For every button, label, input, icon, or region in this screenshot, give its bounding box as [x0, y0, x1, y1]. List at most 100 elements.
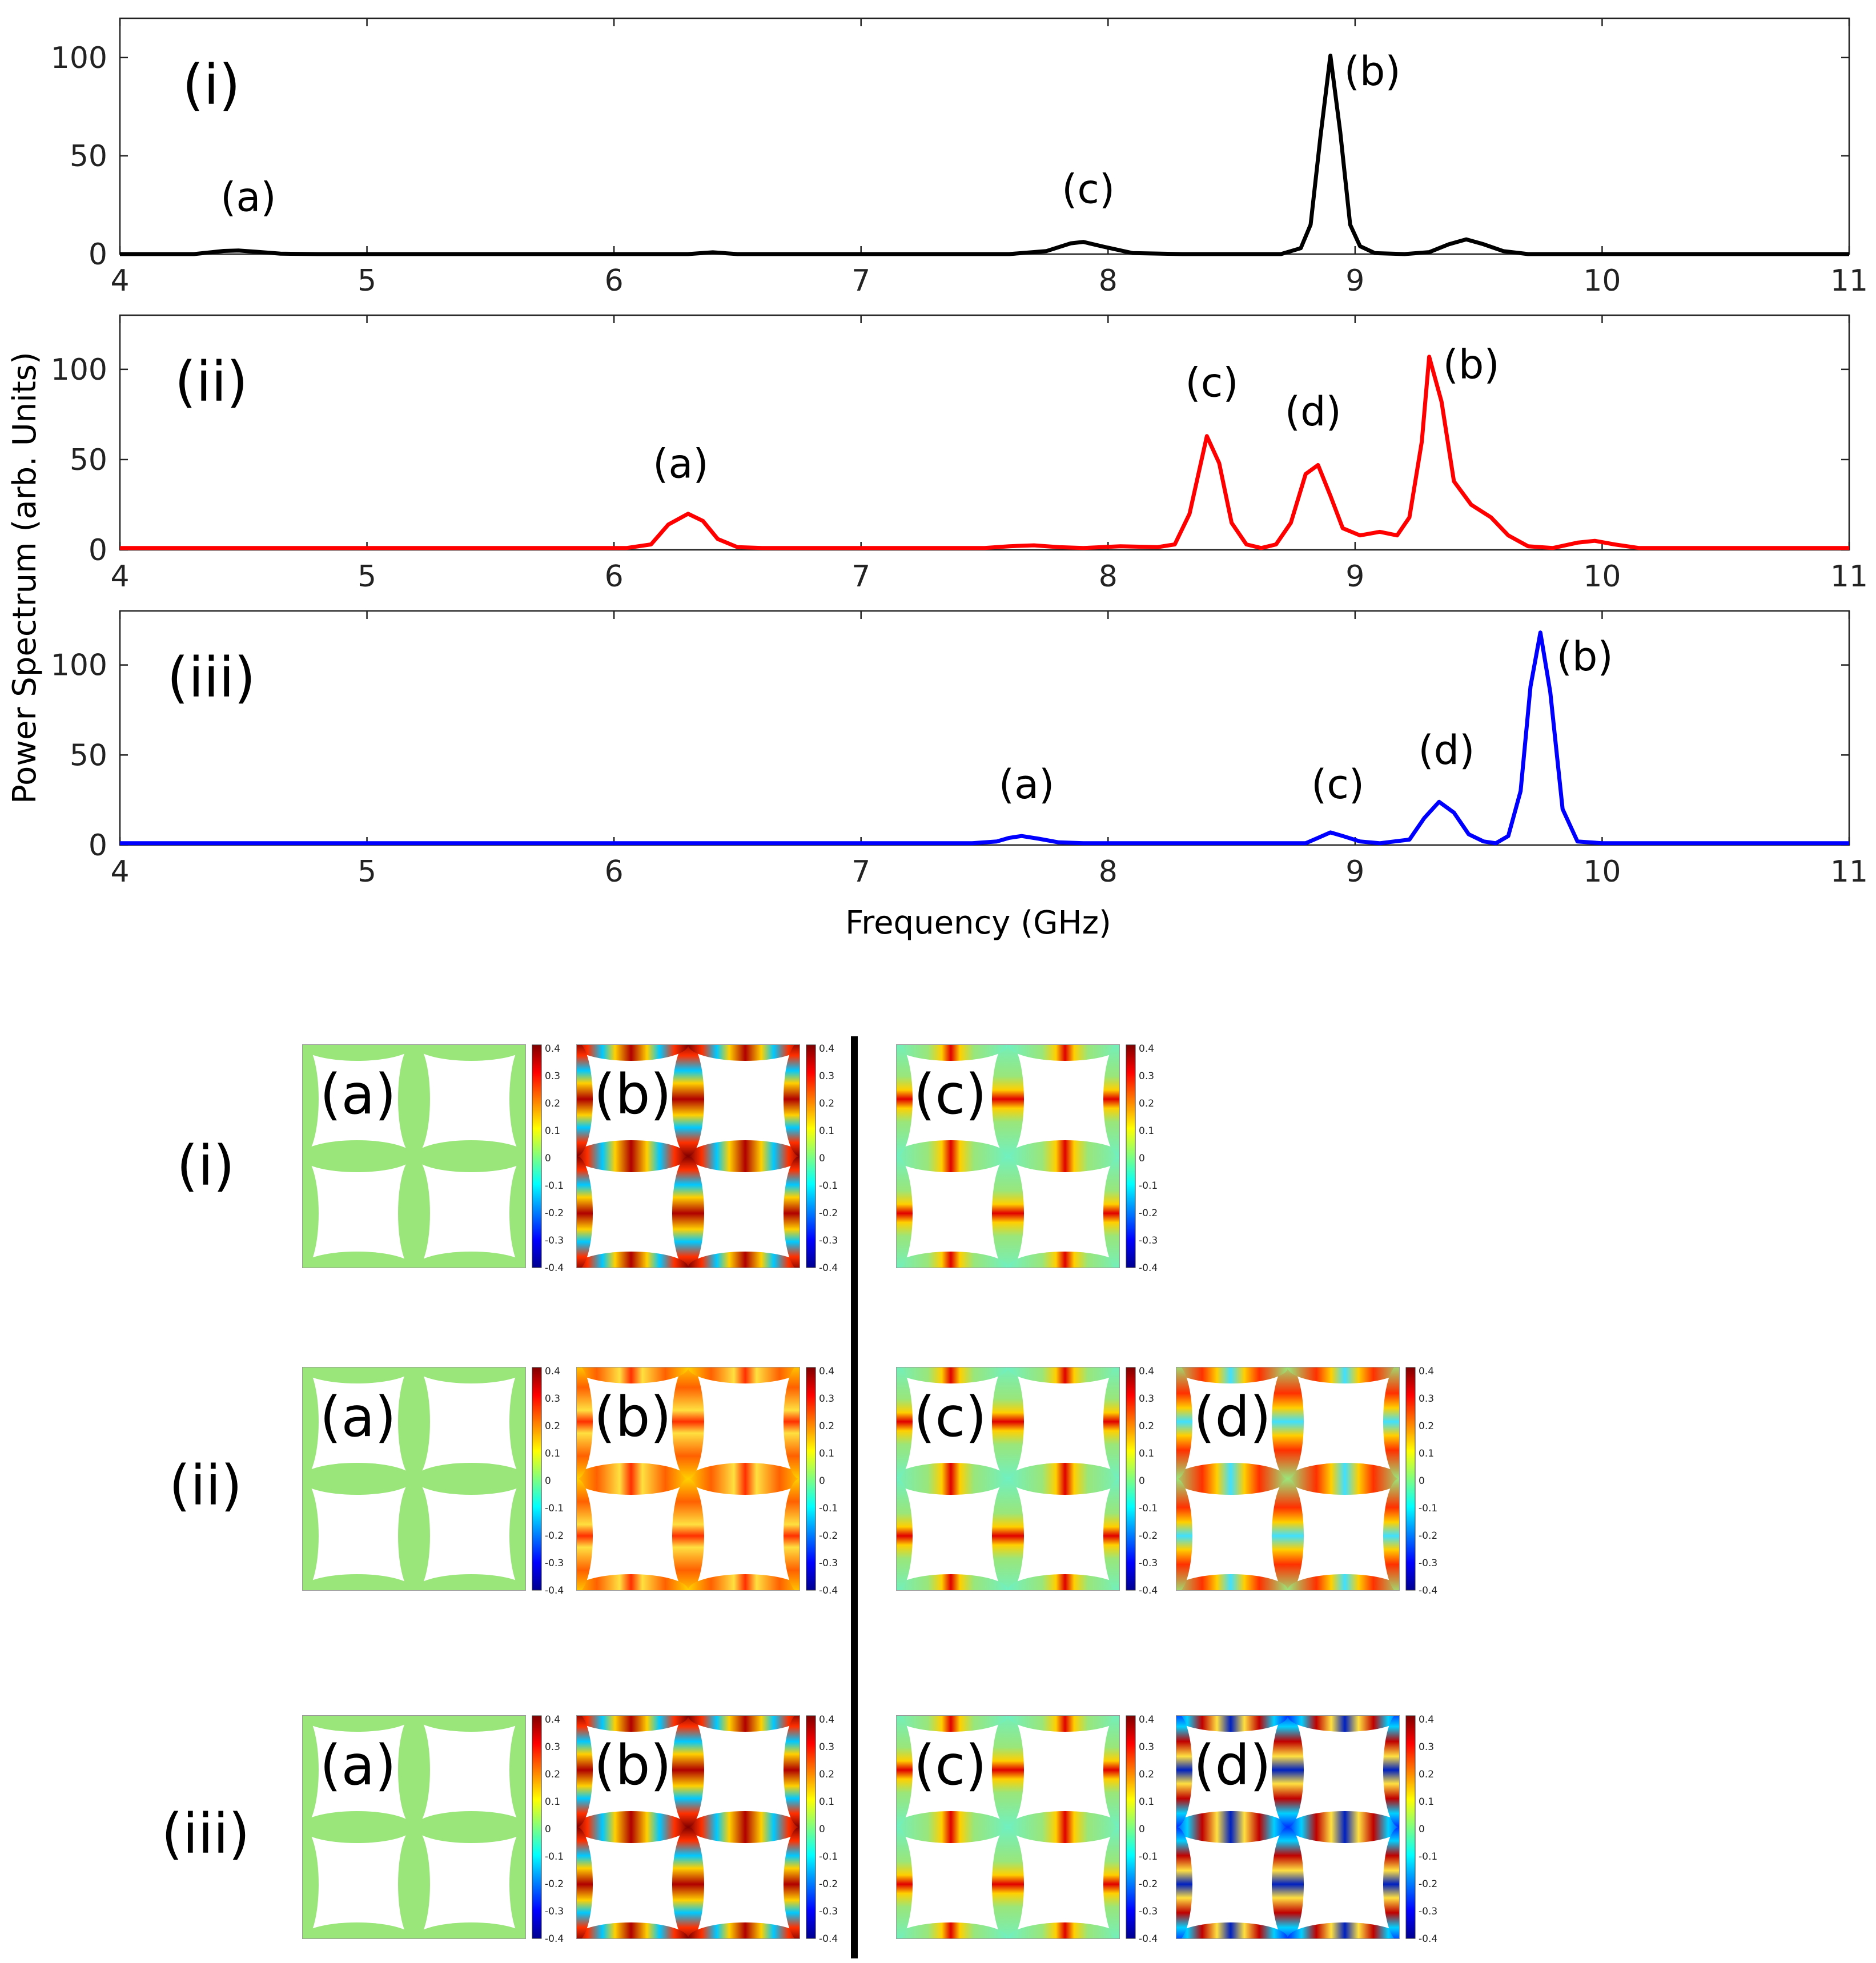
map-label: (b): [594, 1385, 672, 1449]
colorbar-tick-label: -0.1: [1419, 1503, 1437, 1514]
island-ellipse: [414, 1922, 525, 1938]
island-ellipse: [1176, 1827, 1192, 1938]
map-content: [303, 1367, 525, 1590]
colorbar-tick-label: 0.3: [1139, 1393, 1154, 1405]
peak-annotation: (b): [1344, 48, 1401, 95]
mode-map: 0.4 0.3 0.2 0.1 0 -0.1 -0.2 -0.3 -0.4 (b): [576, 1043, 838, 1274]
x-tick-label: 4: [110, 855, 129, 889]
y-tick-label: 0: [89, 533, 107, 568]
colorbar-tick-label: -0.3: [1139, 1235, 1158, 1246]
x-tick-label: 8: [1099, 560, 1118, 594]
x-tick-label: 11: [1830, 264, 1868, 298]
colorbar-tick-label: 0.1: [819, 1448, 834, 1459]
x-tick-label: 8: [1099, 855, 1118, 889]
island-ellipse: [688, 1463, 800, 1495]
island-ellipse: [509, 1045, 525, 1156]
colorbar-tick-label: 0.2: [1419, 1421, 1434, 1432]
colorbar-tick-label: 0.2: [819, 1769, 834, 1780]
colorbar-tick-label: -0.4: [545, 1585, 564, 1596]
island-ellipse: [1008, 1463, 1119, 1495]
island-ellipse: [577, 1827, 593, 1938]
colorbar-tick-label: -0.4: [1139, 1933, 1158, 1945]
island-ellipse: [1103, 1156, 1119, 1268]
colorbar-tick-label: -0.4: [1139, 1585, 1158, 1596]
colorbar-tick-label: 0.3: [1419, 1393, 1434, 1405]
island-ellipse: [303, 1811, 414, 1843]
panel-label: (i): [182, 53, 240, 117]
island-ellipse: [897, 1463, 1008, 1495]
island-ellipse: [1176, 1811, 1288, 1843]
x-tick-label: 6: [605, 560, 624, 594]
island-ellipse: [303, 1716, 414, 1732]
island-ellipse: [897, 1140, 1008, 1172]
colorbar-tick-label: 0: [819, 1153, 825, 1164]
colorbar: [532, 1044, 542, 1268]
island-ellipse: [1008, 1252, 1119, 1268]
colorbar-tick-label: 0.1: [545, 1125, 560, 1137]
island-ellipse: [1176, 1922, 1288, 1938]
peak-annotation: (b): [1557, 633, 1613, 680]
colorbar-tick-label: -0.2: [1419, 1878, 1437, 1890]
colorbar-tick-label: -0.2: [819, 1208, 838, 1219]
y-tick-label: 100: [51, 353, 107, 387]
island-ellipse: [509, 1479, 525, 1590]
colorbar-tick-label: 0.2: [545, 1769, 560, 1780]
mode-map: 0.4 0.3 0.2 0.1 0 -0.1 -0.2 -0.3 -0.4 (a): [302, 1043, 564, 1274]
island-ellipse: [672, 1479, 704, 1590]
island-ellipse: [577, 1716, 688, 1732]
island-ellipse: [414, 1463, 525, 1495]
map-label: (b): [594, 1063, 672, 1127]
island-ellipse: [1176, 1367, 1288, 1383]
map-content: [897, 1716, 1119, 1938]
island-ellipse: [509, 1367, 525, 1479]
island-ellipse: [509, 1827, 525, 1938]
colorbar: [1126, 1367, 1136, 1591]
y-tick-label: 100: [51, 41, 107, 75]
colorbar-tick-label: -0.3: [819, 1235, 838, 1246]
island-ellipse: [1103, 1716, 1119, 1827]
colorbar-tick-label: -0.3: [545, 1906, 564, 1917]
island-ellipse: [688, 1922, 800, 1938]
plot-frame: [119, 314, 1850, 551]
peak-annotation: (d): [1285, 388, 1341, 435]
island-ellipse: [1272, 1479, 1304, 1590]
y-tick-label: 0: [89, 828, 107, 863]
colorbar-tick-label: 0.2: [545, 1098, 560, 1109]
island-ellipse: [897, 1045, 1008, 1061]
mode-map: 0.4 0.3 0.2 0.1 0 -0.1 -0.2 -0.3 -0.4 (c): [896, 1714, 1158, 1945]
colorbar-tick-label: 0: [545, 1475, 551, 1487]
island-ellipse: [992, 1479, 1024, 1590]
island-ellipse: [1103, 1827, 1119, 1938]
island-ellipse: [1383, 1367, 1399, 1479]
colorbar-tick-label: 0.4: [1139, 1043, 1154, 1055]
island-ellipse: [303, 1367, 319, 1479]
colorbar-tick-label: 0: [1139, 1824, 1145, 1835]
colorbar-tick-label: 0.4: [1139, 1714, 1154, 1725]
island-ellipse: [1176, 1716, 1288, 1732]
island-ellipse: [303, 1716, 319, 1827]
colorbar-tick-label: 0.1: [1419, 1448, 1434, 1459]
island-ellipse: [897, 1479, 913, 1590]
mode-map: 0.4 0.3 0.2 0.1 0 -0.1 -0.2 -0.3 -0.4 (c): [896, 1366, 1158, 1596]
x-tick-label: 8: [1099, 264, 1118, 298]
colorbar-tick-label: -0.4: [819, 1933, 838, 1945]
x-tick-label: 6: [605, 264, 624, 298]
x-tick-label: 7: [851, 855, 870, 889]
map-label: (a): [320, 1385, 396, 1449]
island-ellipse: [398, 1827, 430, 1938]
colorbar-tick-label: 0.3: [545, 1741, 560, 1753]
island-ellipse: [1288, 1811, 1399, 1843]
colorbar-tick-label: -0.2: [545, 1878, 564, 1890]
island-ellipse: [784, 1716, 800, 1827]
colorbar-tick-label: 0.4: [819, 1366, 834, 1377]
x-tick-label: 4: [110, 560, 129, 594]
y-tick-label: 0: [89, 238, 107, 272]
island-ellipse: [577, 1479, 593, 1590]
colorbar-tick-label: 0.1: [1139, 1125, 1154, 1137]
island-ellipse: [509, 1156, 525, 1268]
colorbar-tick-label: 0: [545, 1153, 551, 1164]
colorbar-tick-label: -0.2: [545, 1208, 564, 1219]
island-ellipse: [1008, 1367, 1119, 1383]
colorbar-tick-label: -0.3: [819, 1906, 838, 1917]
